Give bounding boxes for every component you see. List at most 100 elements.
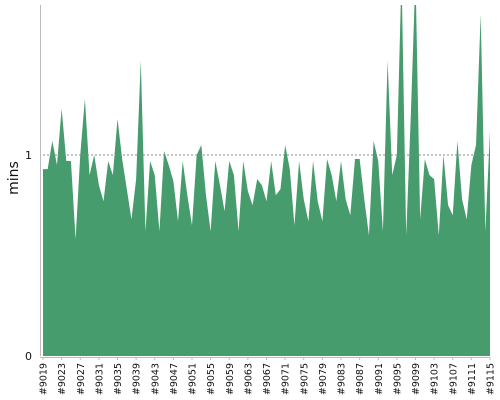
data-point	[312, 160, 314, 162]
data-point	[382, 230, 384, 232]
data-point	[405, 234, 407, 236]
data-point	[330, 174, 332, 176]
data-point	[98, 184, 100, 186]
data-point	[391, 174, 393, 176]
data-point	[247, 190, 249, 192]
data-point	[242, 160, 244, 162]
data-point	[298, 160, 300, 162]
data-point	[377, 160, 379, 162]
x-tick-label: #9071	[281, 363, 292, 395]
data-point	[489, 130, 491, 132]
data-point	[335, 200, 337, 202]
data-point	[74, 238, 76, 240]
data-point	[466, 218, 468, 220]
data-point	[135, 178, 137, 180]
y-tick-label: 1	[25, 149, 32, 162]
data-point	[60, 108, 62, 110]
data-point	[177, 220, 179, 222]
x-tick-label: #9063	[243, 363, 254, 395]
x-tick-label: #9107	[448, 363, 459, 395]
y-axis-title: mins	[6, 161, 22, 195]
data-point	[149, 160, 151, 162]
x-tick-label: #9075	[299, 363, 310, 395]
x-tick-label: #9039	[132, 363, 143, 395]
data-point	[181, 160, 183, 162]
data-point	[424, 158, 426, 160]
x-tick-label: #9035	[113, 363, 124, 395]
y-tick-label: 0	[25, 350, 32, 363]
x-tick-label: #9115	[486, 363, 497, 395]
data-point	[200, 144, 202, 146]
x-tick-label: #9067	[262, 363, 273, 395]
data-point	[414, 4, 416, 6]
data-point	[233, 174, 235, 176]
data-point	[340, 160, 342, 162]
x-tick-label: #9111	[467, 363, 478, 395]
data-point	[349, 214, 351, 216]
area-series	[43, 5, 490, 356]
data-point	[261, 184, 263, 186]
x-tick-label: #9019	[39, 363, 50, 395]
data-point	[321, 220, 323, 222]
x-tick-label: #9051	[188, 363, 199, 395]
data-point	[354, 158, 356, 160]
data-point	[84, 98, 86, 100]
data-point	[140, 59, 142, 61]
data-point	[358, 158, 360, 160]
data-point	[172, 180, 174, 182]
data-point	[205, 194, 207, 196]
data-point	[479, 13, 481, 15]
x-tick-label: #9087	[355, 363, 366, 395]
x-tick-label: #9095	[392, 363, 403, 395]
data-point	[372, 140, 374, 142]
data-point	[88, 174, 90, 176]
data-point	[326, 158, 328, 160]
x-axis: #9019 #9023 #9027 #9031 #9035 #9039 #9043 #9047…	[39, 357, 497, 395]
data-point	[102, 200, 104, 202]
data-point	[121, 158, 123, 160]
data-point	[433, 178, 435, 180]
data-point	[484, 230, 486, 232]
data-point	[344, 198, 346, 200]
data-point	[126, 188, 128, 190]
data-point	[228, 160, 230, 162]
x-tick-label: #9043	[150, 363, 161, 395]
data-point	[237, 230, 239, 232]
data-point	[475, 144, 477, 146]
data-point	[191, 224, 193, 226]
data-point	[70, 160, 72, 162]
data-point	[219, 184, 221, 186]
data-point	[144, 230, 146, 232]
x-tick-label: #9023	[57, 363, 68, 395]
data-point	[447, 204, 449, 206]
data-point	[419, 218, 421, 220]
data-point	[461, 198, 463, 200]
data-point	[256, 178, 258, 180]
data-point	[275, 194, 277, 196]
x-tick-label: #9059	[225, 363, 236, 395]
x-tick-label: #9079	[318, 363, 329, 395]
data-point	[214, 160, 216, 162]
data-point	[368, 234, 370, 236]
data-point	[107, 160, 109, 162]
data-point	[168, 164, 170, 166]
data-point	[51, 140, 53, 142]
data-point	[46, 168, 48, 170]
data-point	[428, 174, 430, 176]
y-axis: 01	[25, 5, 41, 363]
data-point	[223, 210, 225, 212]
x-tick-label: #9027	[76, 363, 87, 395]
data-point	[116, 118, 118, 120]
data-point	[470, 164, 472, 166]
plot-area	[42, 4, 491, 356]
data-point	[265, 200, 267, 202]
x-tick-label: #9031	[94, 363, 105, 395]
data-point	[158, 230, 160, 232]
data-point	[42, 168, 44, 170]
data-point	[410, 114, 412, 116]
data-point	[293, 224, 295, 226]
data-point	[452, 214, 454, 216]
data-point	[130, 218, 132, 220]
data-point	[154, 174, 156, 176]
